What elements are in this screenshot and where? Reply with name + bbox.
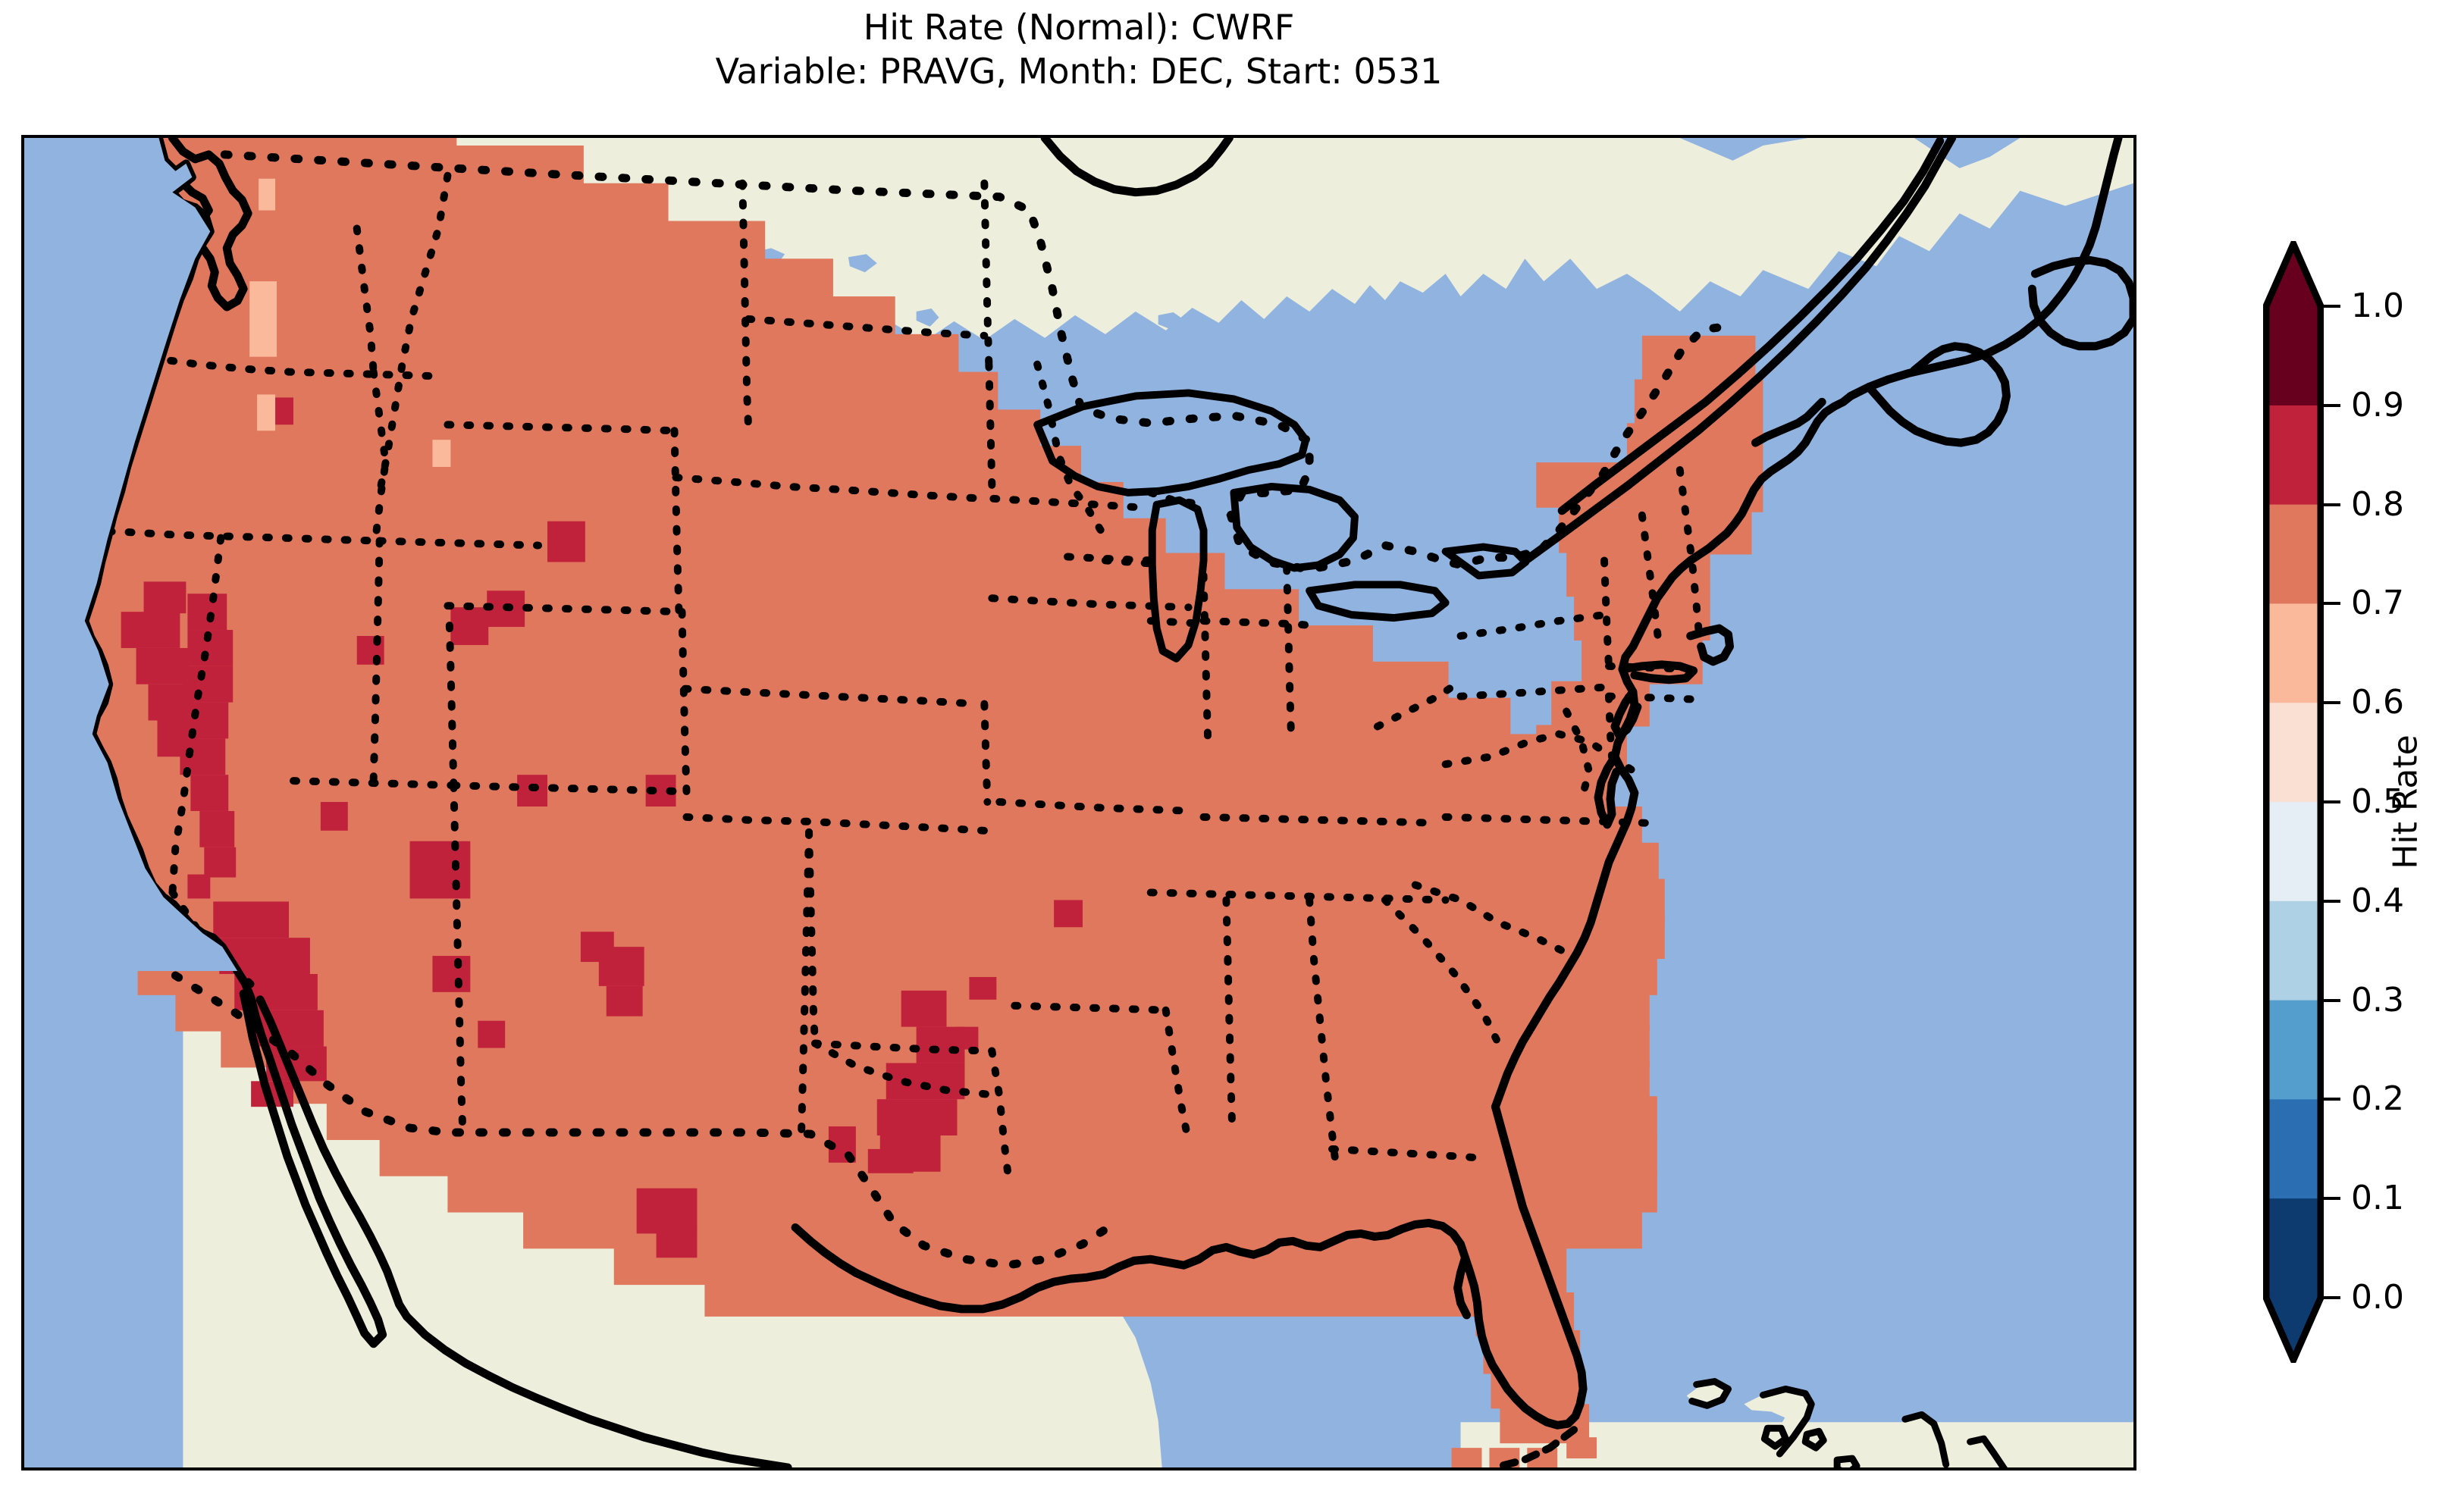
ocean-mask-layer: [24, 138, 238, 971]
tick-mark: [2324, 800, 2340, 803]
tick-label: 0.0: [2351, 1278, 2404, 1317]
coast-delaware-bay: [1610, 687, 1642, 740]
tick-label: 0.8: [2351, 484, 2404, 524]
tick-label: 0.3: [2351, 980, 2404, 1019]
coastline-layer: [80, 138, 2133, 1467]
tick-mark: [2324, 899, 2340, 903]
tick-label: 0.9: [2351, 385, 2404, 424]
map-canvas: [24, 138, 2133, 1467]
title-line-1: Hit Rate (Normal): CWRF: [863, 7, 1295, 48]
coast-gulf: [851, 1102, 1588, 1430]
coast-great-lakes: [1033, 389, 1530, 662]
coast-texas: [791, 1223, 861, 1277]
colorbar-band-9: [2266, 1198, 2321, 1298]
tick-mark: [2324, 1296, 2340, 1299]
lake-small-3: [848, 254, 877, 273]
colorbar[interactable]: 1.0 0.9 0.8 0.7 0.6 0.5 0.4 0.3 0.2 0.1 0.0 Hit Ra…: [2263, 241, 2445, 1363]
colorbar-band-3: [2266, 603, 2321, 704]
figure-title: Hit Rate (Normal): CWRF Variable: PRAVG,…: [0, 6, 2158, 94]
colorbar-band-1: [2266, 405, 2321, 506]
tick-mark: [2324, 1197, 2340, 1201]
colorbar-band-5: [2266, 802, 2321, 902]
tick-mark: [2324, 1098, 2340, 1101]
lake-huron: [1230, 486, 1355, 568]
colorbar-ticks: 1.0 0.9 0.8 0.7 0.6 0.5 0.4 0.3 0.2 0.1 0.0: [2324, 241, 2445, 1363]
colorbar-gradient: [2263, 241, 2324, 1363]
colorbar-body[interactable]: [2263, 241, 2324, 1363]
coast-bahamas: [1688, 1378, 2008, 1467]
tick-label: 0.2: [2351, 1079, 2404, 1119]
coast-mexico-pacific: [403, 1312, 792, 1467]
coast-florida-west: [1453, 1253, 1472, 1320]
tick-mark: [2324, 701, 2340, 705]
coast-st-lawrence: [1521, 138, 1957, 565]
colorbar-band-0: [2266, 306, 2321, 406]
tick-mark: [2324, 602, 2340, 606]
colorbar-band-6: [2266, 900, 2321, 1001]
colorbar-band-8: [2266, 1099, 2321, 1200]
coast-long-island: [1618, 660, 1698, 684]
coast-newfoundland: [2027, 255, 2133, 351]
colorbar-extend-bottom: [2266, 1298, 2321, 1360]
coast-hudson-bay: [1040, 138, 1234, 197]
coast-maine: [1751, 397, 1826, 447]
coast-st-lawrence-north: [1557, 138, 1945, 515]
tick-mark: [2324, 503, 2340, 506]
tick-label: 0.4: [2351, 881, 2404, 920]
tick-label: 0.1: [2351, 1179, 2404, 1218]
lake-small-7: [1390, 459, 1412, 478]
coast-florida-keys: [1491, 1426, 1578, 1467]
colorbar-band-7: [2266, 1000, 2321, 1101]
coast-nova-scotia: [1864, 342, 2011, 447]
border-us-mexico: [171, 971, 1118, 1270]
coast-chesapeake: [1594, 752, 1621, 829]
colorbar-band-4: [2266, 703, 2321, 803]
tick-label: 1.0: [2351, 287, 2404, 325]
coast-us-east: [1491, 391, 1855, 1111]
tick-label: 0.5: [2351, 782, 2404, 821]
land-cuba: [1460, 1422, 2133, 1467]
lake-small-6: [1158, 312, 1184, 330]
coast-gulf-california: [255, 995, 412, 1321]
tick-mark: [2324, 305, 2340, 308]
tick-label: 0.6: [2351, 683, 2404, 722]
colorbar-band-2: [2266, 504, 2321, 605]
title-line-2: Variable: PRAVG, Month: DEC, Start: 0531: [715, 50, 1443, 92]
tick-mark: [2324, 998, 2340, 1002]
tick-mark: [2324, 403, 2340, 407]
colorbar-extend-top: [2266, 244, 2321, 306]
colorbar-axis-label: Hit Rate: [2386, 734, 2425, 869]
coast-baja: [233, 966, 387, 1348]
coast-cape-cod: [1686, 624, 1735, 666]
coast-puget-sound: [168, 138, 252, 312]
tick-label: 0.7: [2351, 584, 2404, 623]
map-axes[interactable]: [21, 135, 2136, 1471]
lake-small-4: [916, 308, 939, 327]
